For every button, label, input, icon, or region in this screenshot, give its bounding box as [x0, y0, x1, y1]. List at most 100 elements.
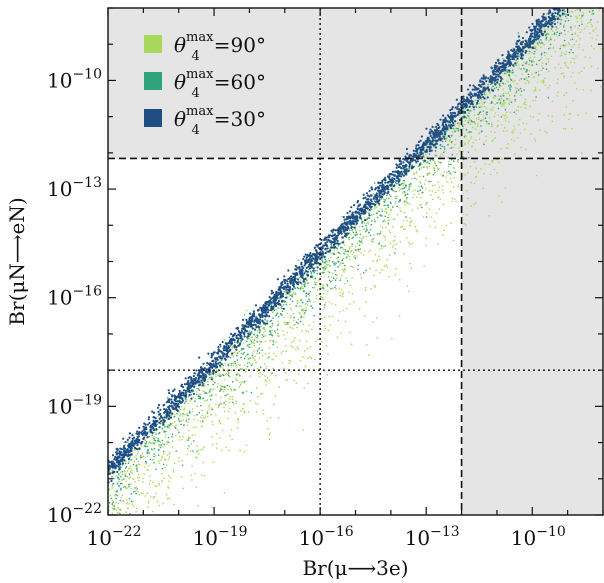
- point: [538, 59, 540, 62]
- point: [295, 382, 298, 384]
- point: [159, 412, 162, 416]
- point: [190, 389, 193, 392]
- point: [136, 520, 138, 522]
- point: [147, 442, 150, 444]
- point: [151, 410, 154, 413]
- point: [428, 208, 431, 211]
- point: [210, 378, 213, 381]
- point: [475, 106, 478, 108]
- point: [410, 267, 413, 270]
- point: [448, 163, 450, 166]
- point: [508, 99, 511, 101]
- point: [281, 314, 283, 317]
- point: [336, 257, 339, 260]
- point: [551, 21, 554, 24]
- point: [212, 377, 215, 379]
- point: [203, 474, 206, 477]
- point: [223, 406, 225, 409]
- point: [493, 79, 497, 82]
- point: [481, 130, 483, 132]
- point: [223, 402, 225, 404]
- point: [236, 417, 239, 420]
- point: [387, 197, 390, 200]
- point: [335, 247, 338, 249]
- point: [492, 96, 495, 99]
- point: [403, 211, 406, 214]
- point: [473, 108, 475, 111]
- point: [187, 437, 190, 440]
- point: [437, 189, 440, 191]
- point: [552, 47, 555, 50]
- point: [264, 318, 266, 321]
- point: [536, 42, 539, 44]
- point: [462, 150, 464, 153]
- point: [117, 502, 120, 505]
- point: [156, 485, 158, 488]
- point: [226, 384, 229, 387]
- point: [565, 5, 567, 7]
- point: [140, 492, 143, 494]
- point: [490, 122, 493, 124]
- point: [509, 77, 511, 79]
- point: [188, 418, 190, 420]
- point: [503, 127, 506, 129]
- point: [350, 343, 353, 346]
- point: [434, 171, 436, 174]
- point: [289, 294, 292, 296]
- point: [216, 432, 218, 435]
- point: [175, 434, 177, 437]
- point: [406, 189, 409, 192]
- point: [492, 102, 494, 104]
- point: [186, 412, 188, 415]
- point: [130, 459, 133, 461]
- point: [442, 203, 445, 206]
- point: [263, 326, 265, 329]
- point: [290, 345, 292, 347]
- point: [115, 493, 117, 496]
- point: [273, 301, 276, 304]
- point: [436, 170, 439, 172]
- point: [115, 475, 117, 477]
- point: [516, 82, 518, 85]
- point: [289, 282, 292, 285]
- point: [554, 11, 557, 15]
- point: [572, 51, 574, 54]
- data-points: [108, 0, 603, 522]
- point: [128, 467, 130, 470]
- point: [397, 179, 400, 182]
- point: [410, 182, 412, 185]
- point: [281, 307, 283, 310]
- point: [494, 94, 496, 97]
- point: [360, 239, 363, 242]
- point: [193, 414, 196, 417]
- point: [541, 19, 544, 22]
- point: [434, 149, 437, 152]
- point: [371, 202, 374, 205]
- point: [595, 27, 597, 30]
- point: [281, 362, 283, 364]
- point: [142, 493, 144, 495]
- point: [210, 372, 212, 374]
- point: [120, 475, 122, 478]
- point: [365, 192, 368, 195]
- point: [428, 162, 431, 165]
- point: [411, 157, 414, 161]
- point: [570, 15, 572, 18]
- point: [357, 211, 360, 214]
- point: [215, 442, 218, 445]
- point: [565, 13, 567, 15]
- point: [256, 336, 258, 339]
- point: [323, 269, 326, 272]
- point: [235, 348, 238, 351]
- point: [186, 448, 189, 450]
- point: [507, 50, 510, 53]
- point: [567, 0, 569, 2]
- point: [219, 422, 222, 425]
- point: [290, 315, 292, 317]
- point: [328, 279, 331, 282]
- point: [583, 67, 586, 69]
- point: [275, 314, 277, 317]
- point: [231, 381, 234, 383]
- point: [589, 32, 591, 35]
- point: [364, 204, 367, 207]
